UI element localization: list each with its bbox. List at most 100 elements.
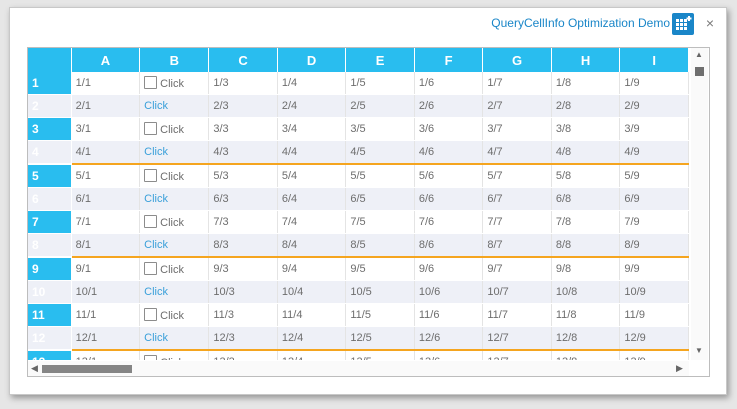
grid-cell[interactable]: 4/4	[277, 140, 347, 165]
grid-cell[interactable]: 10/9	[619, 280, 689, 304]
grid-cell[interactable]: 9/3	[208, 257, 278, 281]
vertical-scrollbar[interactable]: ▲ ▼	[691, 48, 708, 360]
grid-cell[interactable]: 1/1	[71, 72, 141, 95]
grid-cell[interactable]: 6/7	[482, 187, 552, 211]
grid-settings-icon[interactable]	[672, 13, 694, 35]
grid-cell[interactable]: 11/9	[619, 303, 689, 327]
grid-cell[interactable]: 3/9	[619, 117, 689, 141]
grid-cell[interactable]: 9/1	[71, 257, 141, 281]
column-header-h[interactable]: H	[551, 48, 621, 72]
grid-cell[interactable]: 9/5	[345, 257, 415, 281]
row-header[interactable]: 5	[28, 164, 72, 188]
grid-cell[interactable]: 1/9	[619, 72, 689, 95]
grid-cell[interactable]: 2/8	[551, 94, 621, 118]
grid-cell[interactable]: 9/8	[551, 257, 621, 281]
grid-cell[interactable]: 13/8	[551, 350, 621, 360]
grid-cell[interactable]: 4/7	[482, 140, 552, 165]
grid-cell[interactable]: 8/4	[277, 233, 347, 258]
grid-cell[interactable]: 5/4	[277, 164, 347, 188]
grid-cell[interactable]: 8/9	[619, 233, 689, 258]
grid-cell[interactable]: 2/5	[345, 94, 415, 118]
grid-cell[interactable]: 3/8	[551, 117, 621, 141]
grid-cell[interactable]: 1/4	[277, 72, 347, 95]
horizontal-scroll-thumb[interactable]	[42, 365, 132, 373]
checkbox[interactable]	[144, 308, 158, 321]
grid-cell[interactable]: 4/8	[551, 140, 621, 165]
grid-cell[interactable]: 6/8	[551, 187, 621, 211]
grid-cell[interactable]: 2/7	[482, 94, 552, 118]
checkbox-cell[interactable]: Click	[139, 257, 210, 281]
grid-cell[interactable]: 1/6	[414, 72, 484, 95]
grid-cell[interactable]: 9/7	[482, 257, 552, 281]
grid-cell[interactable]: 2/1	[71, 94, 141, 118]
grid-cell[interactable]: 3/4	[277, 117, 347, 141]
grid-cell[interactable]: 4/5	[345, 140, 415, 165]
grid-cell[interactable]: 12/3	[208, 326, 278, 351]
grid-cell[interactable]: 5/1	[71, 164, 141, 188]
grid-cell[interactable]: 1/3	[208, 72, 278, 95]
row-header[interactable]: 12	[28, 326, 72, 351]
grid-cell[interactable]: 8/3	[208, 233, 278, 258]
grid-cell[interactable]: 2/3	[208, 94, 278, 118]
grid-cell[interactable]: 13/4	[277, 350, 347, 360]
grid-cell[interactable]: 8/7	[482, 233, 552, 258]
grid-cell[interactable]: 6/1	[71, 187, 141, 211]
column-header-d[interactable]: D	[277, 48, 347, 72]
grid-cell[interactable]: 13/3	[208, 350, 278, 360]
grid-cell[interactable]: 4/6	[414, 140, 484, 165]
grid-cell[interactable]: 2/4	[277, 94, 347, 118]
click-button-cell[interactable]: Click	[139, 140, 210, 165]
close-icon[interactable]: ×	[705, 15, 715, 31]
grid-cell[interactable]: 6/3	[208, 187, 278, 211]
grid-cell[interactable]: 11/4	[277, 303, 347, 327]
grid-cell[interactable]: 11/1	[71, 303, 141, 327]
grid-cell[interactable]: 13/7	[482, 350, 552, 360]
row-header[interactable]: 10	[28, 280, 72, 304]
grid-cell[interactable]: 1/5	[345, 72, 415, 95]
grid-cell[interactable]: 11/3	[208, 303, 278, 327]
horizontal-scrollbar[interactable]: ◀ ▶	[28, 361, 689, 376]
grid-cell[interactable]: 7/6	[414, 210, 484, 234]
checkbox[interactable]	[144, 215, 158, 228]
grid-cell[interactable]: 11/8	[551, 303, 621, 327]
grid-cell[interactable]: 10/7	[482, 280, 552, 304]
grid-cell[interactable]: 3/7	[482, 117, 552, 141]
grid-cell[interactable]: 10/8	[551, 280, 621, 304]
grid-cell[interactable]: 12/4	[277, 326, 347, 351]
grid-cell[interactable]: 1/7	[482, 72, 552, 95]
row-header[interactable]: 11	[28, 303, 72, 327]
grid-cell[interactable]: 12/9	[619, 326, 689, 351]
checkbox-cell[interactable]: Click	[139, 164, 210, 188]
checkbox-cell[interactable]: Click	[139, 303, 210, 327]
grid-cell[interactable]: 8/1	[71, 233, 141, 258]
click-button-cell[interactable]: Click	[139, 280, 210, 304]
grid-cell[interactable]: 7/9	[619, 210, 689, 234]
click-button-cell[interactable]: Click	[139, 187, 210, 211]
grid-cell[interactable]: 7/4	[277, 210, 347, 234]
arrow-left-icon[interactable]: ◀	[31, 363, 38, 373]
column-header-c[interactable]: C	[208, 48, 278, 72]
grid-cell[interactable]: 2/6	[414, 94, 484, 118]
grid-cell[interactable]: 7/1	[71, 210, 141, 234]
grid-cell[interactable]: 12/7	[482, 326, 552, 351]
grid-cell[interactable]: 6/6	[414, 187, 484, 211]
grid-cell[interactable]: 6/9	[619, 187, 689, 211]
row-header[interactable]: 7	[28, 210, 72, 234]
row-header[interactable]: 1	[28, 72, 72, 95]
grid-cell[interactable]: 8/5	[345, 233, 415, 258]
grid-cell[interactable]: 13/1	[71, 350, 141, 360]
grid-cell[interactable]: 9/4	[277, 257, 347, 281]
grid-cell[interactable]: 4/3	[208, 140, 278, 165]
grid-cell[interactable]: 12/8	[551, 326, 621, 351]
grid-cell[interactable]: 5/5	[345, 164, 415, 188]
checkbox[interactable]	[144, 262, 158, 275]
arrow-up-icon[interactable]: ▲	[695, 50, 703, 59]
column-header-f[interactable]: F	[414, 48, 484, 72]
grid-cell[interactable]: 11/5	[345, 303, 415, 327]
grid-cell[interactable]: 8/6	[414, 233, 484, 258]
grid-cell[interactable]: 10/4	[277, 280, 347, 304]
grid-cell[interactable]: 3/3	[208, 117, 278, 141]
grid-cell[interactable]: 4/1	[71, 140, 141, 165]
click-button-cell[interactable]: Click	[139, 326, 210, 351]
grid-cell[interactable]: 10/3	[208, 280, 278, 304]
